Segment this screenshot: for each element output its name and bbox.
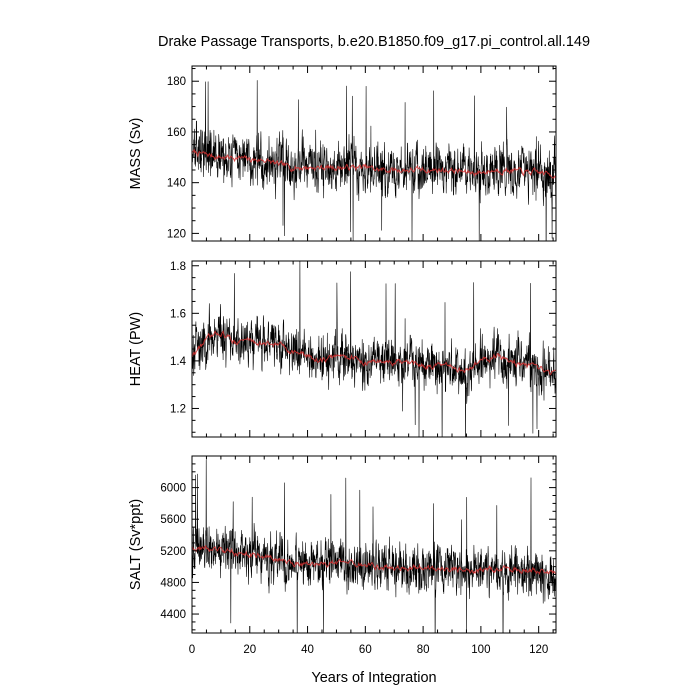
y-tick-label-heat: 1.4 (170, 356, 187, 368)
panel-heat: 1.2 1.4 1.6 1.8 HEAT (PW) (128, 260, 557, 438)
y-axis-label-heat: HEAT (PW) (128, 312, 144, 386)
y-tick-label-mass: 160 (167, 127, 186, 139)
y-tick-label-heat: 1.2 (170, 403, 186, 415)
y-axis-label-mass: MASS (Sv) (128, 118, 144, 190)
y-tick-label-salt: 4800 (160, 577, 186, 589)
x-tick-label: 0 (189, 644, 195, 656)
x-axis-label: Years of Integration (311, 670, 436, 686)
series-salt-monthly (192, 459, 556, 633)
y-tick-label-salt: 5200 (160, 546, 186, 558)
x-tick-label: 120 (529, 644, 548, 656)
series-mass-running-mean (192, 148, 556, 179)
x-tick-label: 80 (417, 644, 430, 656)
y-tick-label-mass: 180 (167, 76, 186, 88)
x-tick-label: 20 (243, 644, 256, 656)
plot-frame-mass (191, 65, 557, 242)
y-axis-label-salt: SALT (Sv*ppt) (128, 499, 144, 590)
x-tick-label: 40 (301, 644, 314, 656)
y-tick-label-salt: 4400 (160, 609, 186, 621)
x-tick-label: 100 (471, 644, 490, 656)
y-tick-label-heat: 1.6 (170, 308, 186, 320)
y-tick-label-heat: 1.8 (170, 261, 186, 273)
panel-salt: 4400 4800 5200 5600 6000 0 20 40 60 80 100 120 SALT … (128, 455, 557, 656)
panels: 120 140 160 180 MASS (Sv) 1.2 1.4 1.6 1.8 HEAT (P… (128, 65, 557, 656)
y-tick-label-salt: 5600 (160, 514, 186, 526)
series-mass-monthly (192, 80, 556, 241)
panel-mass: 120 140 160 180 MASS (Sv) (128, 65, 557, 242)
plot-frame-salt (191, 455, 557, 634)
series-salt-running-mean (192, 544, 556, 576)
series-heat-monthly (192, 261, 556, 437)
y-tick-label-mass: 120 (167, 228, 186, 240)
chart-title: Drake Passage Transports, b.e20.B1850.f0… (158, 34, 590, 50)
y-tick-label-mass: 140 (167, 178, 186, 190)
y-tick-label-salt: 6000 (160, 483, 186, 495)
series-heat-running-mean (192, 329, 556, 376)
x-tick-label: 60 (359, 644, 372, 656)
